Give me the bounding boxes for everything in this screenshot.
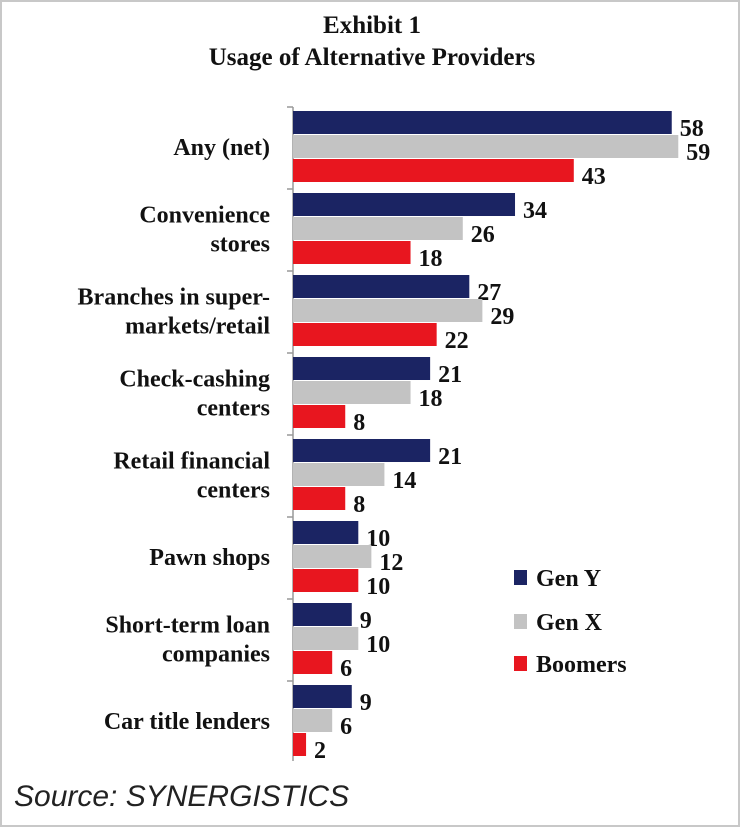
legend-swatch xyxy=(514,614,527,629)
data-label: 8 xyxy=(353,410,365,436)
legend-label: Gen Y xyxy=(536,566,601,592)
category-label: Car title lenders xyxy=(104,709,270,735)
data-label: 26 xyxy=(471,222,495,248)
bar-boomers xyxy=(293,733,307,756)
legend-swatch xyxy=(514,656,527,671)
bar-gen-x xyxy=(293,709,333,732)
data-label: 10 xyxy=(366,574,390,600)
chart-subtitle: Usage of Alternative Providers xyxy=(208,44,536,71)
category-label: Pawn shops xyxy=(149,545,270,571)
data-label: 8 xyxy=(353,492,365,518)
category-label: stores xyxy=(210,232,270,258)
data-label: 12 xyxy=(379,550,403,576)
bar-gen-y xyxy=(293,603,352,626)
bar-gen-x xyxy=(293,299,483,322)
bar-gen-x xyxy=(293,217,463,240)
source-note: Source: SYNERGISTICS xyxy=(14,780,350,813)
data-label: 18 xyxy=(419,386,443,412)
bar-gen-y xyxy=(293,275,470,298)
data-label: 29 xyxy=(490,304,514,330)
bar-gen-y xyxy=(293,357,431,380)
category-label: Branches in super- xyxy=(78,285,270,311)
data-label: 22 xyxy=(445,328,469,354)
bar-boomers xyxy=(293,487,346,510)
data-label: 21 xyxy=(438,444,462,470)
bar-gen-y xyxy=(293,193,516,216)
bar-boomers xyxy=(293,159,574,182)
bar-boomers xyxy=(293,651,333,674)
data-label: 58 xyxy=(680,116,704,142)
data-label: 9 xyxy=(360,690,372,716)
data-label: 59 xyxy=(686,140,710,166)
legend-label: Gen X xyxy=(536,610,603,636)
data-label: 6 xyxy=(340,714,352,740)
legend-label: Boomers xyxy=(536,652,627,678)
data-label: 2 xyxy=(314,738,326,764)
bar-gen-x xyxy=(293,627,359,650)
bar-gen-y xyxy=(293,685,352,708)
category-label: Retail financial xyxy=(113,449,270,475)
data-label: 10 xyxy=(366,632,390,658)
category-label: Any (net) xyxy=(173,135,270,161)
bar-gen-x xyxy=(293,135,679,158)
data-label: 21 xyxy=(438,362,462,388)
bar-gen-y xyxy=(293,439,431,462)
category-label: centers xyxy=(197,396,270,422)
bar-gen-y xyxy=(293,521,359,544)
category-label: centers xyxy=(197,478,270,504)
data-label: 34 xyxy=(523,198,547,224)
category-label: Convenience xyxy=(139,203,270,229)
data-label: 18 xyxy=(419,246,443,272)
bar-boomers xyxy=(293,569,359,592)
data-label: 14 xyxy=(392,468,416,494)
bar-gen-x xyxy=(293,463,385,486)
bar-gen-y xyxy=(293,111,672,134)
legend-swatch xyxy=(514,570,527,585)
bar-gen-x xyxy=(293,381,411,404)
bar-boomers xyxy=(293,323,437,346)
data-label: 6 xyxy=(340,656,352,682)
category-label: Short-term loan xyxy=(105,613,270,639)
bar-boomers xyxy=(293,241,411,264)
chart-title: Exhibit 1 xyxy=(323,12,421,39)
data-label: 43 xyxy=(582,164,606,190)
data-label: 9 xyxy=(360,608,372,634)
category-label: companies xyxy=(162,642,270,668)
category-label: Check-cashing xyxy=(119,367,270,393)
category-label: markets/retail xyxy=(125,314,270,340)
bar-boomers xyxy=(293,405,346,428)
bar-gen-x xyxy=(293,545,372,568)
